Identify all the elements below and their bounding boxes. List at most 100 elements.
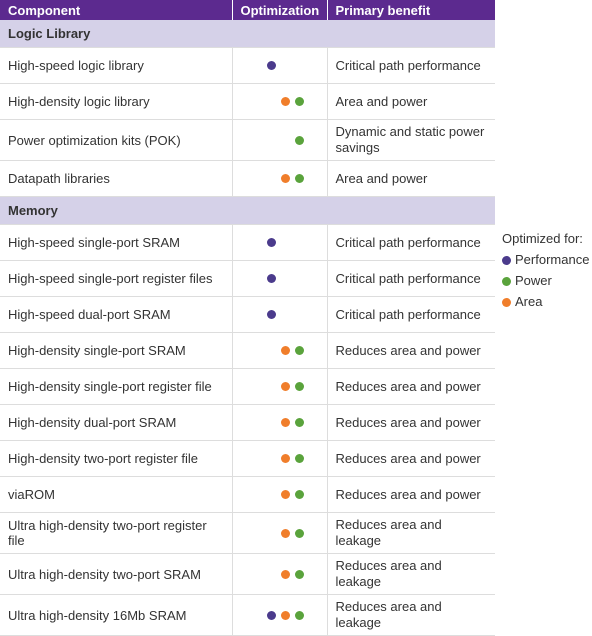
legend-item: Performance xyxy=(502,249,589,270)
optimization-cell xyxy=(231,260,327,297)
table-row: Ultra high-density 16Mb SRAM Reduces area… xyxy=(0,594,495,636)
optimization-cell xyxy=(231,83,327,120)
section-title: Memory xyxy=(0,196,495,225)
optimization-dot xyxy=(294,346,304,355)
table-row: High-speed dual-port SRAM Critical path p… xyxy=(0,296,495,333)
header-cell: Component xyxy=(0,0,232,20)
optimization-cell xyxy=(231,368,327,405)
optimization-cell xyxy=(231,160,327,197)
benefit-cell: Area and power xyxy=(326,83,495,120)
component-cell: High-speed logic library xyxy=(0,47,232,84)
component-cell: Ultra high-density 16Mb SRAM xyxy=(0,594,232,636)
header-row: Component Optimization Primary benefit xyxy=(0,0,495,20)
legend-item: Area xyxy=(502,291,589,312)
legend: Optimized for: Performance Power Area xyxy=(502,228,589,312)
component-cell: High-density single-port SRAM xyxy=(0,332,232,369)
table-row: High-density single-port register file Re… xyxy=(0,368,495,405)
benefit-cell: Critical path performance xyxy=(326,260,495,297)
optimization-dot xyxy=(294,490,304,499)
optimization-dot xyxy=(280,528,290,538)
section-row: Memory xyxy=(0,196,495,225)
component-cell: High-density two-port register file xyxy=(0,440,232,477)
optimization-dot xyxy=(294,97,304,106)
section-title: Logic Library xyxy=(0,20,495,48)
optimization-cell xyxy=(231,296,327,333)
optimization-dot xyxy=(294,454,304,463)
legend-label: Area xyxy=(515,294,543,309)
optimization-dot xyxy=(294,610,304,620)
benefit-cell: Reduces area and leakage xyxy=(326,594,495,636)
optimization-dot xyxy=(280,382,290,391)
optimization-cell xyxy=(231,47,327,84)
table-row: High-density two-port register file Reduc… xyxy=(0,440,495,477)
table-row: High-speed single-port SRAM Critical path… xyxy=(0,224,495,261)
optimization-cell xyxy=(231,404,327,441)
optimization-dot xyxy=(266,238,276,247)
optimization-dot xyxy=(294,174,304,183)
optimization-dot xyxy=(294,418,304,427)
component-cell: High-speed single-port SRAM xyxy=(0,224,232,261)
benefit-cell: Reduces area and power xyxy=(326,440,495,477)
benefit-cell: Reduces area and power xyxy=(326,404,495,441)
benefit-cell: Critical path performance xyxy=(326,47,495,84)
optimization-dot xyxy=(280,569,290,579)
table-row: High-density single-port SRAM Reduces are… xyxy=(0,332,495,369)
table-row: viaROM Reduces area and power xyxy=(0,476,495,513)
table-row: Datapath libraries Area and power xyxy=(0,160,495,197)
legend-dot xyxy=(502,276,511,286)
component-cell: Power optimization kits (POK) xyxy=(0,119,232,161)
optimization-dot xyxy=(280,454,290,463)
component-cell: High-speed single-port register files xyxy=(0,260,232,297)
table: Component Optimization Primary benefit Log… xyxy=(0,0,495,636)
table-row: High-density logic library Area and power xyxy=(0,83,495,120)
optimization-dot xyxy=(266,310,276,319)
legend-title: Optimized for: xyxy=(502,231,583,246)
component-cell: Datapath libraries xyxy=(0,160,232,197)
header-cell: Optimization xyxy=(231,0,327,20)
component-cell: Ultra high-density two-port SRAM xyxy=(0,553,232,595)
benefit-cell: Dynamic and static power savings xyxy=(326,119,495,161)
optimization-cell xyxy=(231,332,327,369)
optimization-dot xyxy=(294,382,304,391)
table-row: Ultra high-density two-port SRAM Reduces … xyxy=(0,553,495,595)
benefit-cell: Reduces area and power xyxy=(326,368,495,405)
benefit-cell: Critical path performance xyxy=(326,224,495,261)
legend-dot xyxy=(502,255,511,265)
component-cell: High-density logic library xyxy=(0,83,232,120)
benefit-cell: Area and power xyxy=(326,160,495,197)
table-row: Ultra high-density two-port register fil… xyxy=(0,512,495,554)
component-cell: Ultra high-density two-port register fil… xyxy=(0,512,232,554)
optimization-cell xyxy=(231,440,327,477)
optimization-dot xyxy=(294,528,304,538)
optimization-cell xyxy=(231,553,327,595)
legend-item: Power xyxy=(502,270,589,291)
optimization-dot xyxy=(280,346,290,355)
benefit-cell: Reduces area and power xyxy=(326,332,495,369)
optimization-cell xyxy=(231,512,327,554)
optimization-dot xyxy=(266,61,276,70)
optimization-dot xyxy=(294,569,304,579)
table-row: Power optimization kits (POK) Dynamic and… xyxy=(0,119,495,161)
table-row: High-speed logic library Critical path pe… xyxy=(0,47,495,84)
component-cell: High-density single-port register file xyxy=(0,368,232,405)
optimization-dot xyxy=(294,135,304,145)
benefit-cell: Reduces area and leakage xyxy=(326,553,495,595)
optimization-dot xyxy=(280,174,290,183)
component-cell: High-speed dual-port SRAM xyxy=(0,296,232,333)
header-cell: Primary benefit xyxy=(326,0,495,20)
optimization-cell xyxy=(231,476,327,513)
optimization-dot xyxy=(266,274,276,283)
optimization-dot xyxy=(266,610,276,620)
optimization-dot xyxy=(280,418,290,427)
component-cell: High-density dual-port SRAM xyxy=(0,404,232,441)
section-row: Logic Library xyxy=(0,20,495,48)
table-row: High-speed single-port register files Cri… xyxy=(0,260,495,297)
benefit-cell: Reduces area and power xyxy=(326,476,495,513)
benefit-cell: Critical path performance xyxy=(326,296,495,333)
legend-label: Power xyxy=(515,273,552,288)
optimization-dot xyxy=(280,97,290,106)
legend-dot xyxy=(502,297,511,307)
table-row: High-density dual-port SRAM Reduces area … xyxy=(0,404,495,441)
